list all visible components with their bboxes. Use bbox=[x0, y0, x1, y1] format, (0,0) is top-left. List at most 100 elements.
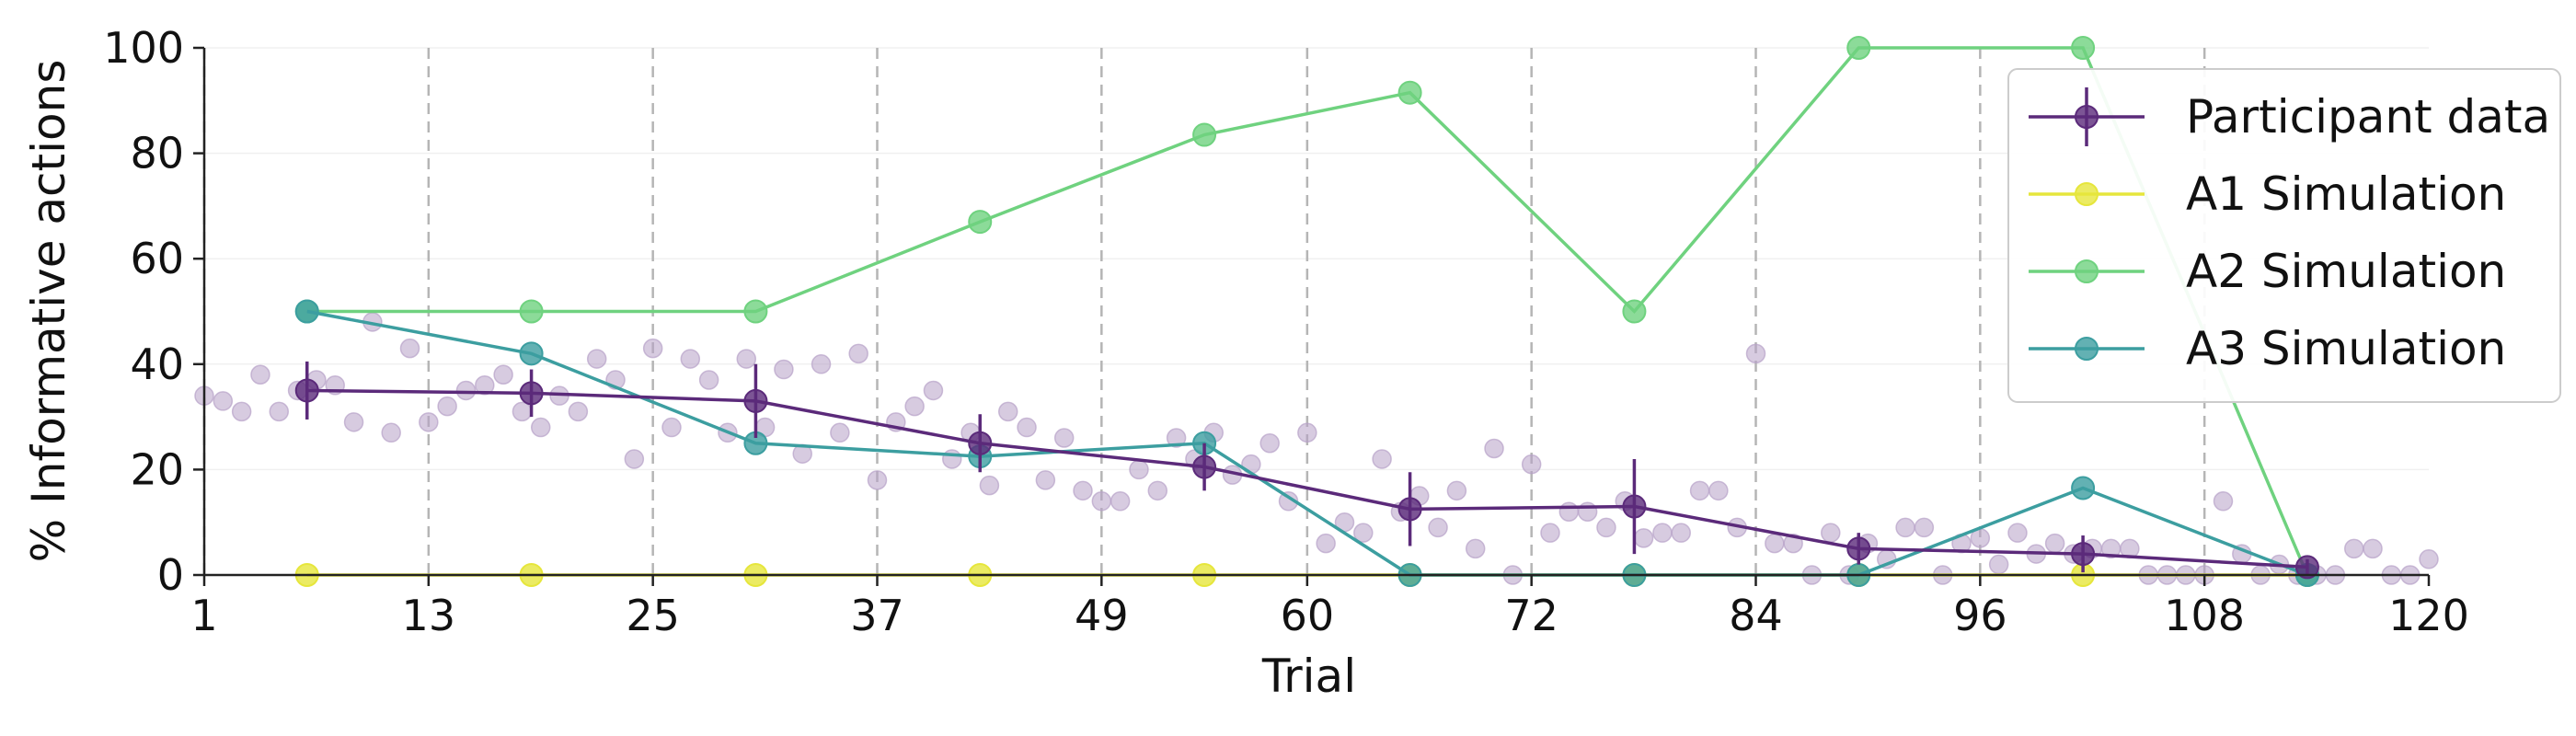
trial-point bbox=[1596, 517, 1616, 538]
series-point bbox=[2071, 476, 2096, 500]
series-point bbox=[519, 341, 544, 366]
x-tick-label: 96 bbox=[1953, 591, 2007, 640]
series-line bbox=[306, 388, 2308, 569]
trial-point bbox=[1091, 491, 1112, 512]
trial-point bbox=[1671, 523, 1691, 543]
series-point bbox=[2071, 36, 2096, 60]
trial-point bbox=[2044, 533, 2065, 554]
trial-point bbox=[923, 380, 944, 401]
trial-point bbox=[2007, 523, 2028, 543]
x-tick-label: 13 bbox=[402, 591, 456, 640]
trial-point bbox=[867, 470, 888, 490]
trial-point bbox=[512, 401, 533, 422]
series-point bbox=[968, 431, 993, 455]
series-line bbox=[306, 46, 2309, 576]
x-tick-label: 49 bbox=[1075, 591, 1129, 640]
trial-point bbox=[1652, 523, 1673, 543]
trial-point bbox=[1129, 459, 1149, 480]
trial-point bbox=[1895, 517, 1915, 538]
trial-point bbox=[213, 391, 234, 411]
trial-point bbox=[1166, 428, 1187, 448]
trial-point bbox=[997, 401, 1018, 422]
trial-point bbox=[2343, 538, 2364, 559]
legend-label: A1 Simulation bbox=[2186, 167, 2506, 221]
trial-point bbox=[1053, 428, 1075, 448]
x-tick-label: 25 bbox=[626, 591, 680, 640]
legend: Participant data A1 Simulation A2 Simulati… bbox=[2007, 68, 2561, 403]
y-tick-label: 0 bbox=[157, 550, 184, 600]
trial-point bbox=[437, 396, 457, 417]
y-tick-label: 80 bbox=[130, 129, 184, 178]
series-point bbox=[743, 388, 768, 413]
trial-point bbox=[1372, 449, 1392, 469]
trial-point bbox=[1577, 501, 1598, 522]
x-axis-label: Trial bbox=[1261, 650, 1356, 703]
y-tick-label: 40 bbox=[130, 339, 184, 389]
x-tick-label: 108 bbox=[2164, 591, 2245, 640]
series-point bbox=[2071, 542, 2096, 567]
legend-box bbox=[2007, 68, 2561, 403]
series-point bbox=[519, 381, 544, 406]
trial-point bbox=[568, 401, 589, 422]
trial-point bbox=[830, 422, 850, 443]
trial-point bbox=[661, 417, 682, 438]
series-point bbox=[1622, 494, 1647, 519]
legend-entry: A3 Simulation bbox=[2029, 322, 2506, 375]
trial-point bbox=[848, 343, 868, 364]
series-point bbox=[1192, 122, 1217, 147]
trial-point bbox=[1708, 480, 1729, 501]
trial-point bbox=[774, 359, 794, 380]
trial-point bbox=[1259, 433, 1280, 454]
series-layer bbox=[294, 36, 2319, 587]
trial-point bbox=[1521, 454, 1542, 475]
trial-point bbox=[1914, 517, 1935, 538]
legend-entry: A1 Simulation bbox=[2029, 167, 2506, 221]
trial-point bbox=[269, 401, 290, 422]
trial-point bbox=[381, 422, 401, 443]
legend-label: A2 Simulation bbox=[2186, 245, 2506, 298]
trial-point bbox=[1540, 523, 1560, 543]
trial-point bbox=[1465, 538, 1486, 559]
trial-point bbox=[1297, 422, 1317, 443]
trial-point bbox=[1988, 554, 2009, 575]
trial-point bbox=[1073, 480, 1093, 501]
series-point bbox=[1192, 454, 1217, 479]
series-point bbox=[1397, 497, 1422, 522]
x-tick-label: 60 bbox=[1281, 591, 1335, 640]
trial-point bbox=[1017, 417, 1037, 438]
trial-point bbox=[2213, 491, 2234, 512]
series-point bbox=[2294, 555, 2319, 580]
y-tick-label: 60 bbox=[130, 234, 184, 283]
x-tick-label: 84 bbox=[1729, 591, 1783, 640]
trial-point bbox=[343, 412, 364, 432]
trial-point bbox=[1745, 343, 1766, 364]
trial-point bbox=[231, 401, 252, 422]
trial-point bbox=[1765, 533, 1785, 554]
y-tick-label: 20 bbox=[130, 444, 184, 494]
trial-point bbox=[475, 374, 495, 396]
trial-point bbox=[1428, 517, 1448, 538]
series-point bbox=[1397, 80, 1422, 105]
trial-point bbox=[1689, 480, 1710, 501]
x-tick-label: 72 bbox=[1504, 591, 1558, 640]
trial-point bbox=[1110, 491, 1131, 512]
series-participant-data bbox=[294, 361, 2319, 580]
legend-swatch-marker bbox=[2075, 337, 2099, 361]
trial-point bbox=[1035, 470, 1056, 490]
trial-point bbox=[736, 349, 757, 369]
trial-point bbox=[455, 380, 477, 401]
trial-point bbox=[1316, 533, 1336, 554]
series-point bbox=[743, 299, 768, 324]
trial-point bbox=[811, 354, 832, 374]
trial-point bbox=[1484, 438, 1504, 459]
series-point bbox=[1846, 536, 1871, 561]
trial-point bbox=[1353, 523, 1374, 543]
trial-point bbox=[530, 417, 551, 438]
series-point bbox=[1622, 299, 1647, 324]
trial-point bbox=[2363, 538, 2383, 559]
trial-point bbox=[624, 449, 645, 469]
legend-swatch-marker bbox=[2075, 105, 2099, 129]
trial-point bbox=[680, 349, 701, 369]
trial-point bbox=[979, 475, 1000, 496]
